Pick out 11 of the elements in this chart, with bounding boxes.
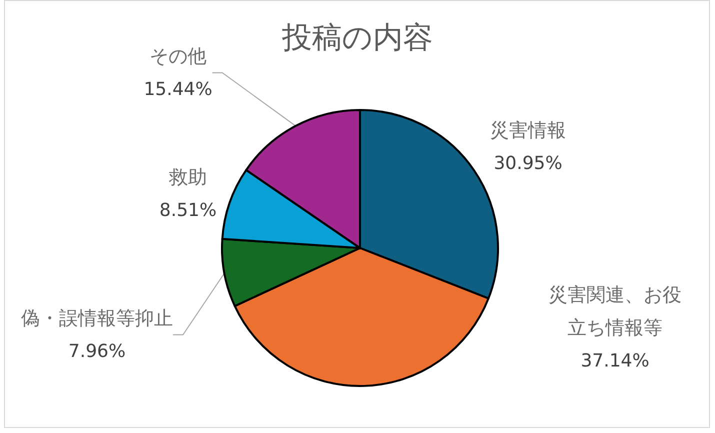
slice-label: その他 (150, 46, 206, 68)
data-label: 37.14% (580, 350, 650, 372)
data-label: 15.44% (144, 79, 212, 100)
data-label: 7.96% (68, 341, 126, 362)
slice-label: 救助 (168, 166, 207, 188)
chart-title: 投稿の内容 (281, 20, 433, 56)
slice-label: 偽・誤情報等抑止 (21, 308, 173, 330)
data-label: 8.51% (159, 200, 217, 221)
data-label: 30.95% (494, 153, 562, 174)
slice-label: 災害関連、お役立ち情報等 (548, 284, 682, 339)
slice-label: 災害情報 (490, 120, 566, 142)
